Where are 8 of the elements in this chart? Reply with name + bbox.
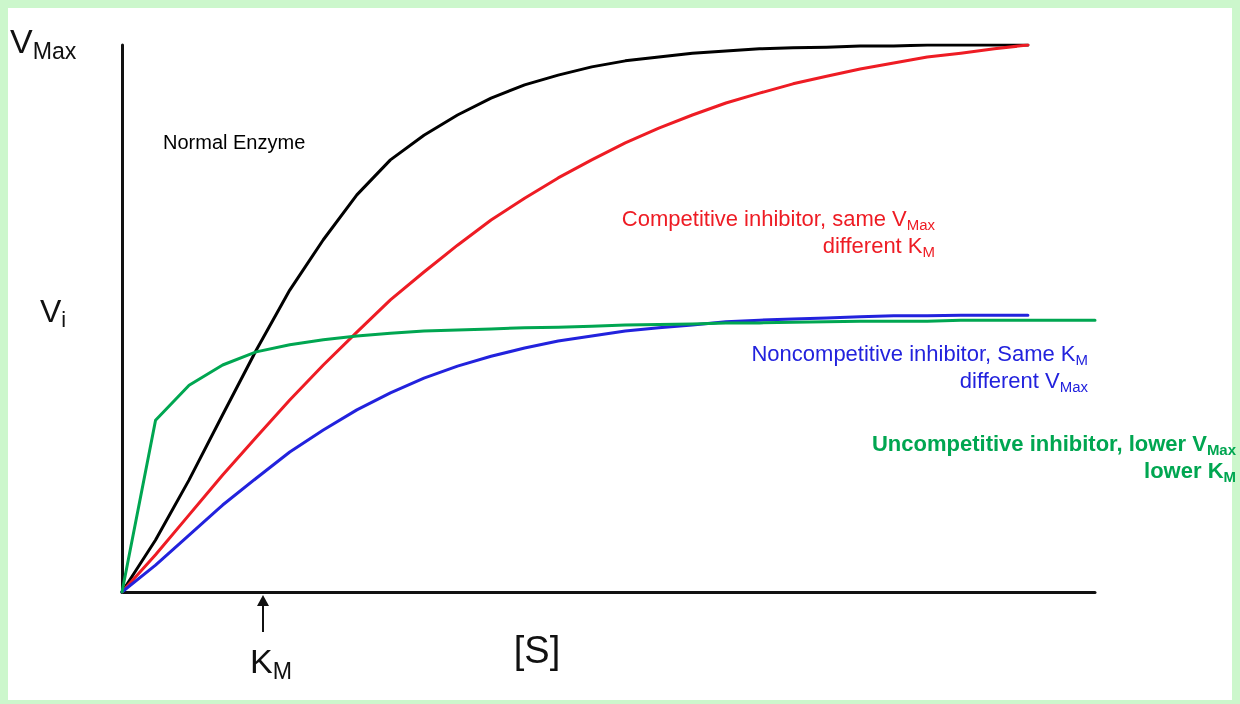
text: Uncompetitive inhibitor, lower V$_{Max}$ lower K$_{M}$ [871, 429, 1236, 485]
y-axis-title: V$_{i}$ [40, 292, 67, 333]
x-axis-title: [S] [513, 628, 561, 674]
text: V$_{Max}$ [10, 20, 77, 64]
series-label: Noncompetitive inhibitor, Same K$_{M}$ different V$_{Max}$ [751, 339, 1088, 395]
text: Competitive inhibitor, same V$_{Max}$ different K$_{M}$ [621, 204, 935, 260]
text: K$_{M}$ [250, 640, 292, 684]
text: Normal Enzyme [163, 130, 306, 155]
